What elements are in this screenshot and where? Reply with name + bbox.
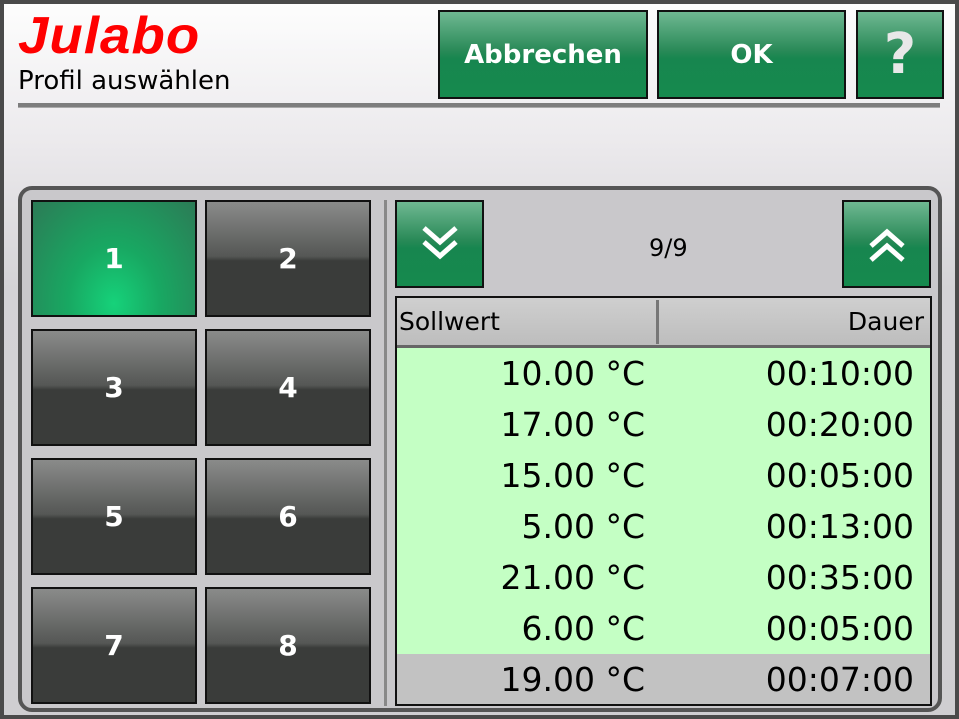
duration-cell: 00:05:00 bbox=[765, 609, 914, 648]
table-row[interactable]: 10.00 °C 00:10:00 bbox=[397, 348, 930, 399]
table-row[interactable]: 15.00 °C 00:05:00 bbox=[397, 450, 930, 501]
setpoint-cell: 6.00 °C bbox=[521, 609, 645, 648]
double-chevron-down-icon bbox=[421, 226, 458, 260]
profile-button-7[interactable]: 7 bbox=[31, 587, 197, 704]
page-indicator: 9/9 bbox=[649, 234, 688, 262]
profile-button-5[interactable]: 5 bbox=[31, 458, 197, 575]
column-dauer: Dauer bbox=[847, 307, 924, 336]
page-down-button[interactable] bbox=[395, 200, 484, 288]
setpoint-cell: 19.00 °C bbox=[500, 660, 645, 699]
table-row[interactable]: 6.00 °C 00:05:00 bbox=[397, 603, 930, 654]
table-header: Sollwert Dauer bbox=[397, 298, 930, 348]
divider bbox=[18, 103, 940, 108]
profile-button-4[interactable]: 4 bbox=[205, 329, 371, 446]
screen: Julabo Profil auswählen Abbrechen OK ? 1… bbox=[4, 4, 955, 715]
setpoint-cell: 21.00 °C bbox=[500, 558, 645, 597]
ok-button[interactable]: OK bbox=[657, 10, 846, 99]
page-up-button[interactable] bbox=[842, 200, 931, 288]
page-title: Profil auswählen bbox=[18, 66, 231, 96]
setpoint-cell: 5.00 °C bbox=[521, 507, 645, 546]
table-row[interactable]: 17.00 °C 00:20:00 bbox=[397, 399, 930, 450]
profile-button-3[interactable]: 3 bbox=[31, 329, 197, 446]
help-button[interactable]: ? bbox=[856, 10, 944, 99]
setpoint-cell: 17.00 °C bbox=[500, 405, 645, 444]
panel-divider bbox=[384, 200, 387, 706]
duration-cell: 00:10:00 bbox=[765, 354, 914, 393]
column-sollwert: Sollwert bbox=[397, 299, 659, 344]
profile-button-6[interactable]: 6 bbox=[205, 458, 371, 575]
double-chevron-up-icon bbox=[868, 228, 905, 262]
table-row[interactable]: 21.00 °C 00:35:00 bbox=[397, 552, 930, 603]
duration-cell: 00:07:00 bbox=[765, 660, 914, 699]
profile-button-2[interactable]: 2 bbox=[205, 200, 371, 317]
duration-cell: 00:35:00 bbox=[765, 558, 914, 597]
duration-cell: 00:13:00 bbox=[765, 507, 914, 546]
cancel-button[interactable]: Abbrechen bbox=[438, 10, 648, 99]
julabo-logo: Julabo bbox=[18, 7, 201, 65]
profile-button-8[interactable]: 8 bbox=[205, 587, 371, 704]
profile-table: Sollwert Dauer 10.00 °C 00:10:00 17.00 °C 0… bbox=[395, 296, 932, 706]
profile-button-1[interactable]: 1 bbox=[31, 200, 197, 317]
duration-cell: 00:20:00 bbox=[765, 405, 914, 444]
setpoint-cell: 15.00 °C bbox=[500, 456, 645, 495]
table-row[interactable]: 19.00 °C 00:07:00 bbox=[397, 654, 930, 704]
duration-cell: 00:05:00 bbox=[765, 456, 914, 495]
table-row[interactable]: 5.00 °C 00:13:00 bbox=[397, 501, 930, 552]
setpoint-cell: 10.00 °C bbox=[500, 354, 645, 393]
